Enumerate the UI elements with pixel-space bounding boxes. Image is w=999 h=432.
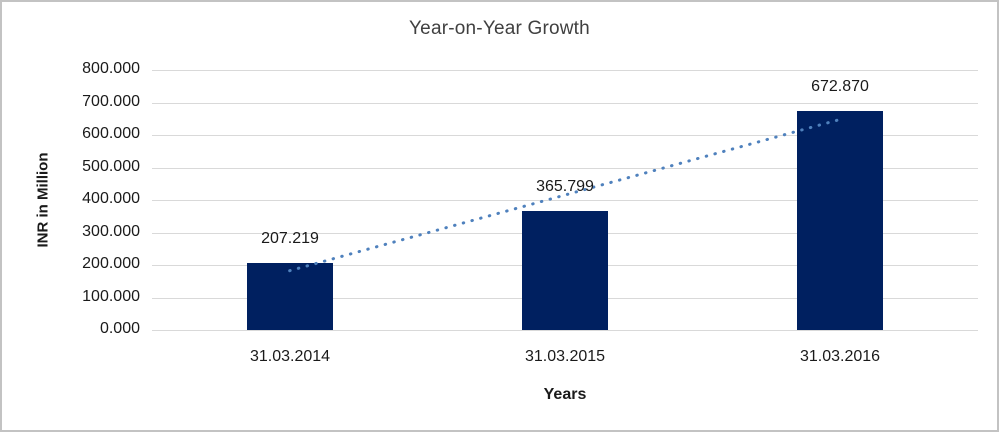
value-label: 365.799: [536, 178, 594, 195]
gridline: [152, 103, 978, 104]
gridline: [152, 70, 978, 71]
bar: [247, 263, 333, 330]
plot-area: [152, 70, 978, 331]
bar: [522, 211, 608, 330]
bar: [797, 111, 883, 330]
y-tick-label: 500.000: [82, 158, 140, 175]
gridline: [152, 135, 978, 136]
y-tick-label: 600.000: [82, 125, 140, 142]
y-tick-label: 300.000: [82, 223, 140, 240]
y-tick-label: 700.000: [82, 93, 140, 110]
chart-title: Year-on-Year Growth: [409, 18, 590, 39]
value-label: 207.219: [261, 230, 319, 247]
value-label: 672.870: [811, 78, 869, 95]
gridline: [152, 200, 978, 201]
y-tick-label: 100.000: [82, 288, 140, 305]
x-tick-label: 31.03.2014: [249, 348, 331, 365]
trendline-layer: [288, 117, 842, 273]
gridline: [152, 330, 978, 331]
x-tick-label: 31.03.2015: [524, 348, 606, 365]
y-tick-label: 800.000: [82, 60, 140, 77]
x-axis-title: Years: [543, 386, 587, 403]
y-tick-label: 200.000: [82, 255, 140, 272]
x-tick-label: 31.03.2016: [799, 348, 881, 365]
y-tick-label: 0.000: [99, 320, 140, 337]
y-tick-label: 400.000: [82, 190, 140, 207]
gridline: [152, 168, 978, 169]
trendline: [288, 117, 842, 273]
